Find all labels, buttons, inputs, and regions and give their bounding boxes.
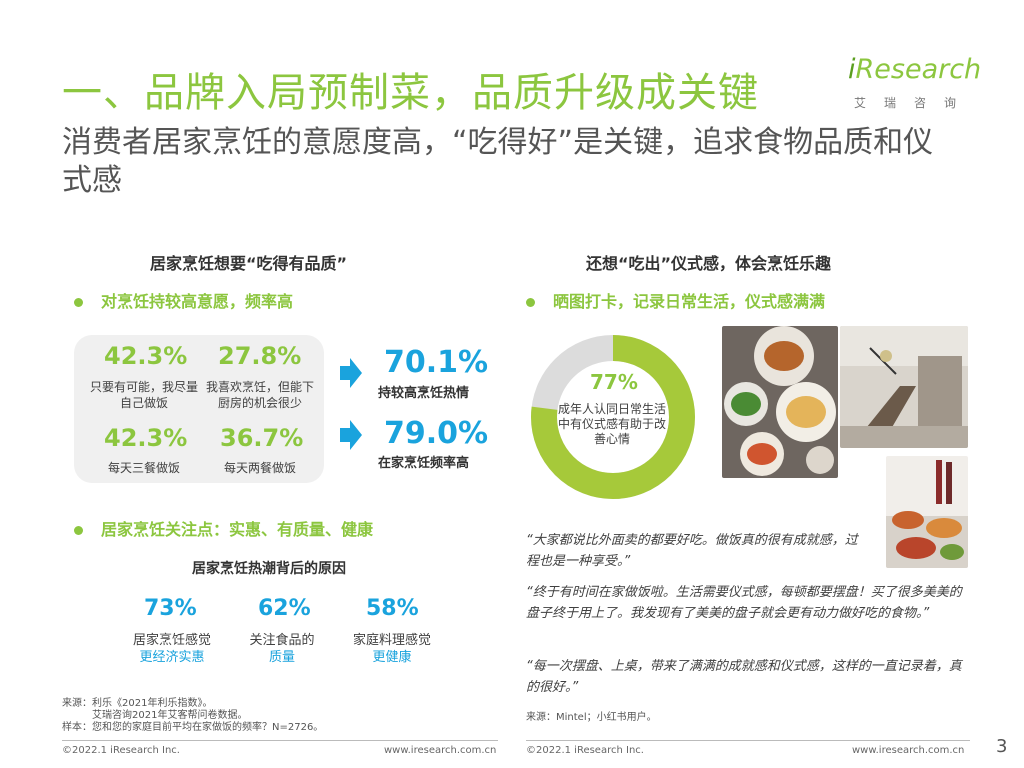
stats-panel: [74, 335, 324, 483]
logo-subtitle: 艾瑞咨询: [854, 96, 975, 110]
right-footer-copyright: ©2022.1 iResearch Inc.: [526, 745, 644, 756]
stat-caption: 我喜欢烹饪，但能下厨房的机会很少: [205, 380, 314, 410]
user-quote: “大家都说比外面卖的都要好吃。做饭真的很有成就感，过程也是一种享受。”: [526, 533, 858, 569]
reason-caption-line1: 居家烹饪感觉: [132, 633, 211, 648]
left-footer-copyright: ©2022.1 iResearch Inc.: [62, 745, 180, 756]
stat-value: 36.7%: [220, 424, 304, 452]
stat-value: 42.3%: [104, 342, 188, 370]
left-bullet-1-text: 对烹饪持较高意愿，频率高: [101, 292, 294, 311]
arrow-right-icon: [340, 420, 362, 450]
stat-value: 42.3%: [104, 424, 188, 452]
right-bullet: 晒图打卡，记录日常生活，仪式感满满: [526, 288, 825, 312]
right-footer-url[interactable]: www.iresearch.com.cn: [852, 745, 965, 756]
user-quote: “每一次摆盘、上桌，带来了满满的成就感和仪式感，这样的一直记录着，真的很好。”: [526, 659, 962, 695]
reason-caption-line2: 质量: [268, 650, 295, 665]
interior-photo: [840, 326, 968, 448]
reason-value: 62%: [258, 596, 311, 621]
summary-caption: 持较高烹饪热情: [378, 386, 470, 401]
right-footer-divider: [526, 740, 970, 741]
stat-caption: 每天两餐做饭: [223, 461, 296, 475]
reason-caption-line2: 更经济实惠: [139, 650, 205, 665]
reasons-title: 居家烹饪热潮背后的原因: [192, 561, 346, 577]
left-footer-divider: [62, 740, 498, 741]
donut-caption: 成年人认同日常生活中有仪式感有助于改善心情: [557, 402, 666, 446]
donut-value-arc: [531, 335, 695, 499]
left-source-line: 艾瑞咨询2021年艾客帮问卷数据。: [92, 710, 248, 721]
reason-value: 58%: [366, 596, 419, 621]
left-bullet-2: 居家烹饪关注点：实惠、有质量、健康: [74, 516, 373, 540]
logo-i: i: [848, 54, 856, 85]
stat-value: 27.8%: [218, 342, 302, 370]
donut-value-label: 77%: [590, 370, 638, 394]
summary-value: 79.0%: [384, 416, 489, 451]
page-subtitle: 消费者居家烹饪的意愿度高，“吃得好”是关键，追求食物品质和仪式感: [62, 125, 934, 198]
bullet-dot-icon: [74, 526, 83, 535]
food-photo-table: [886, 456, 968, 568]
left-source-line: 样本：您和您的家庭目前平均在家做饭的频率？N=2726。: [62, 722, 324, 733]
stat-caption: 每天三餐做饭: [107, 461, 180, 475]
summary-caption: 在家烹饪频率高: [378, 456, 470, 471]
reason-caption-line1: 家庭料理感觉: [352, 633, 431, 648]
right-source: 来源：Mintel；小红书用户。: [526, 712, 657, 723]
reason-caption: 家庭料理感觉 更健康: [340, 632, 444, 666]
reason-caption: 居家烹饪感觉 更经济实惠: [124, 632, 220, 666]
donut-chart: [531, 335, 695, 499]
iresearch-logo: iResearch 艾瑞咨询: [848, 54, 981, 114]
arrow-right-icon: [340, 358, 362, 388]
bullet-dot-icon: [526, 298, 535, 307]
left-source-line: 来源：利乐《2021年利乐指数》。: [62, 698, 213, 709]
left-footer-url[interactable]: www.iresearch.com.cn: [384, 745, 497, 756]
stat-caption: 只要有可能，我尽量自己做饭: [89, 380, 198, 410]
summary-value: 70.1%: [384, 345, 489, 380]
reason-value: 73%: [144, 596, 197, 621]
bullet-dot-icon: [74, 298, 83, 307]
user-quote: “终于有时间在家做饭啦。生活需要仪式感，每顿都要摆盘！买了很多美美的盘子终于用上…: [526, 585, 962, 621]
left-bullet-2-text: 居家烹饪关注点：实惠、有质量、健康: [101, 520, 374, 539]
right-section-title: 还想“吃出”仪式感，体会烹饪乐趣: [586, 254, 832, 273]
reason-caption: 关注食品的 质量: [234, 632, 330, 666]
food-photo-dishes: [722, 326, 838, 478]
left-bullet-1: 对烹饪持较高意愿，频率高: [74, 288, 293, 312]
left-section-title: 居家烹饪想要“吃得有品质”: [150, 254, 348, 273]
reason-caption-line1: 关注食品的: [249, 633, 315, 648]
right-bullet-text: 晒图打卡，记录日常生活，仪式感满满: [553, 292, 826, 311]
page-number: 3: [996, 736, 1008, 757]
reason-caption-line2: 更健康: [372, 650, 412, 665]
logo-research: Research: [855, 54, 982, 85]
page-title: 一、品牌入局预制菜，品质升级成关键: [62, 70, 759, 116]
